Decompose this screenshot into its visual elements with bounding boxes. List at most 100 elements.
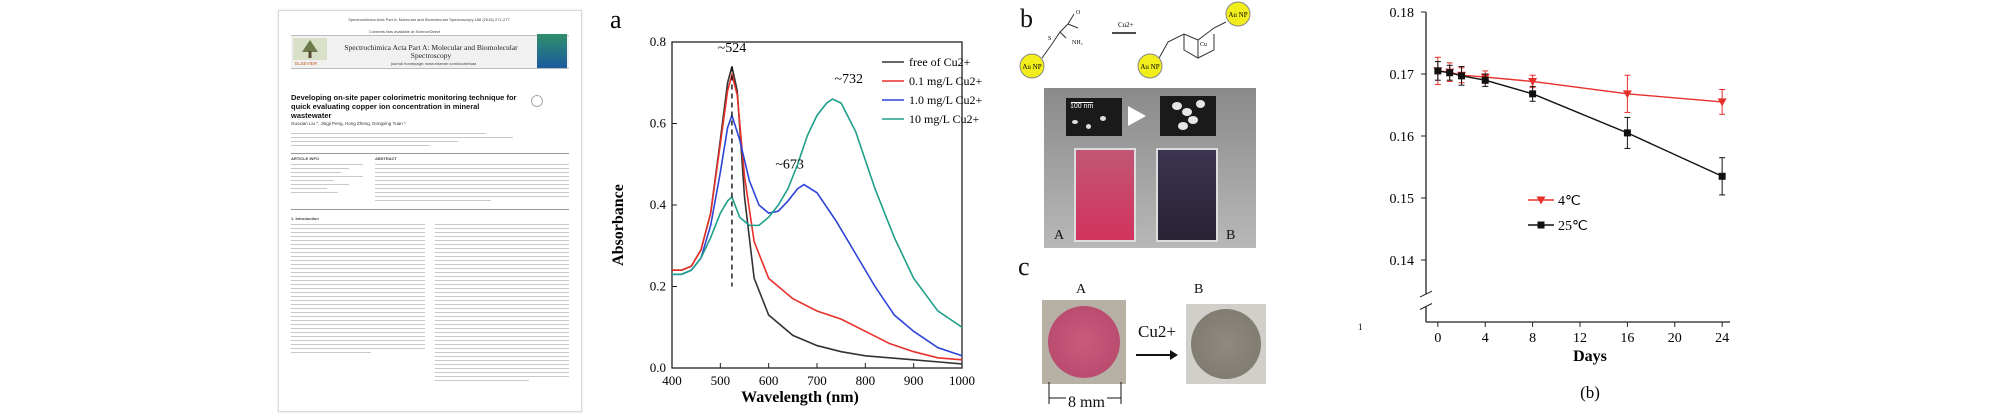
svg-text:O: O <box>1076 10 1081 16</box>
x-axis-label: Wavelength (nm) <box>741 389 859 406</box>
abstract-heading: ABSTRACT <box>375 156 397 161</box>
elsevier-logo <box>293 38 327 60</box>
abstract-lines <box>375 164 569 204</box>
peak-annotation: ~673 <box>775 157 804 172</box>
y-tick-label: 0.18 <box>1390 6 1415 21</box>
data-point <box>1528 77 1538 86</box>
series-line-1 <box>1437 70 1723 177</box>
panel-b: b Au NP O NH₂ S Cu2+ Cu Au NP Au NP 100 … <box>1008 0 1258 417</box>
x-tick-label: 400 <box>662 373 682 388</box>
y-tick-label: 0.2 <box>650 279 666 294</box>
spot-arrow-icon <box>1136 350 1178 360</box>
journal-homepage: journal homepage: www.elsevier.com/locat… <box>391 61 477 66</box>
red-spot <box>1048 306 1120 378</box>
y-axis-label: Absorbance <box>610 184 627 266</box>
legend-entry: 10 mg/L Cu2+ <box>909 112 980 126</box>
cuvette-label-a: A <box>1054 228 1065 243</box>
gold-nanoparticle-right-icon <box>1225 1 1251 27</box>
cuvette-label-b: B <box>1226 228 1236 243</box>
introduction-heading: 1. Introduction <box>291 216 319 221</box>
crossmark-icon <box>531 95 543 107</box>
cuvette-photo: 100 nm A B <box>1044 88 1256 248</box>
x-tick-label: 700 <box>807 373 827 388</box>
article-info-lines <box>291 164 363 196</box>
panel-c-letter: c <box>1018 252 1030 281</box>
x-tick-label: 20 <box>1668 331 1682 346</box>
y-tick-label: 0.8 <box>650 34 666 49</box>
body-column-left <box>291 224 425 356</box>
legend-entry: 25℃ <box>1558 219 1588 234</box>
axis-break-mark <box>1419 290 1433 298</box>
y-tick-label: 0.14 <box>1390 254 1415 269</box>
scale-bar-label: 100 nm <box>1070 103 1094 110</box>
series-line-1 <box>672 71 963 361</box>
cysteine-structure <box>1041 13 1079 59</box>
journal-header: ELSEVIER Spectrochimica Acta Part A: Mol… <box>291 34 569 69</box>
series-line-2 <box>672 112 963 357</box>
reaction-scheme: Au NP O NH₂ S Cu2+ Cu Au NP Au NP <box>1019 1 1251 79</box>
days-axis-label: Days <box>1573 348 1607 365</box>
panel-a-letter: a <box>610 5 622 34</box>
affiliation-lines <box>291 133 569 149</box>
spot-label-b: B <box>1194 282 1204 297</box>
x-tick-label: 600 <box>759 373 779 388</box>
gold-nanoparticle-left-icon <box>1137 53 1163 79</box>
x-tick-label: 16 <box>1620 331 1634 346</box>
stability-chart: 0.14 0.15 0.16 0.17 0.18 0 4 8 12 16 20 24 4℃ 25℃ Day… <box>1358 6 1730 402</box>
panel-c: c A B Cu2+ 8 mm <box>1008 250 1266 417</box>
data-point <box>1434 67 1442 75</box>
body-column-right <box>435 224 569 384</box>
data-point <box>1458 72 1466 80</box>
panel-caption: (b) <box>1580 383 1600 402</box>
x-tick-label: 800 <box>856 373 876 388</box>
series-line-0 <box>1437 70 1723 103</box>
plot-frame <box>671 41 963 369</box>
data-point <box>1481 76 1489 84</box>
y-tick-label: 0.16 <box>1390 130 1415 145</box>
x-tick-label: 900 <box>904 373 924 388</box>
paper-spot-a-photo <box>1042 300 1126 384</box>
spot-size-label: 8 mm <box>1066 394 1107 412</box>
axis-break-mark <box>1419 303 1433 310</box>
panel-b-letter: b <box>1020 4 1033 33</box>
tem-image-dispersed: 100 nm <box>1066 98 1122 136</box>
y-tick-label: 0.0 <box>650 360 666 375</box>
paper-spot-b-photo <box>1186 304 1266 384</box>
au-np-label: Au NP <box>1022 63 1041 71</box>
svg-text:Au NP: Au NP <box>1228 11 1247 19</box>
cuvette-b-purple <box>1156 148 1218 242</box>
x-tick-label: 8 <box>1529 331 1536 346</box>
data-point <box>1529 90 1537 98</box>
gold-nanoparticle-icon <box>1019 53 1045 79</box>
legend-entry: free of Cu2+ <box>909 55 971 69</box>
x-tick-label: 12 <box>1573 331 1587 346</box>
y-tick-label: 0.17 <box>1390 68 1415 83</box>
x-tick-label: 1000 <box>949 373 975 388</box>
journal-cover-image <box>537 34 567 68</box>
publisher-name: ELSEVIER <box>295 61 318 66</box>
cuvette-a-red <box>1074 148 1136 242</box>
y-tick-label: 0.4 <box>650 197 667 212</box>
x-tick-label: 0 <box>1434 331 1441 346</box>
svg-text:Au NP: Au NP <box>1140 63 1159 71</box>
change-arrow-icon <box>1128 106 1146 126</box>
x-tick-label: 24 <box>1715 331 1729 346</box>
svg-text:Cu: Cu <box>1200 42 1207 48</box>
reaction-cu-label: Cu2+ <box>1118 21 1134 29</box>
stray-label: 1 <box>1358 322 1363 332</box>
legend-marker <box>1536 196 1546 205</box>
svg-text:NH₂: NH₂ <box>1072 40 1083 46</box>
contents-line: Contents lists available at ScienceDirec… <box>369 29 441 34</box>
journal-title: Spectrochimica Acta Part A: Molecular an… <box>344 43 518 60</box>
data-point <box>1446 69 1454 77</box>
journal-top-line: Spectrochimica Acta Part A: Molecular an… <box>348 17 510 22</box>
article-info-heading: ARTICLE INFO <box>291 156 319 161</box>
data-point <box>1623 129 1631 137</box>
paper-title: Developing on-site paper colorimetric mo… <box>291 93 517 120</box>
y-tick-label: 0.6 <box>650 116 667 131</box>
data-point <box>1717 98 1727 107</box>
gray-spot <box>1191 309 1261 379</box>
legend-entry: 4℃ <box>1558 194 1581 209</box>
x-tick-label: 500 <box>711 373 731 388</box>
legend-entry: 1.0 mg/L Cu2+ <box>909 93 983 107</box>
